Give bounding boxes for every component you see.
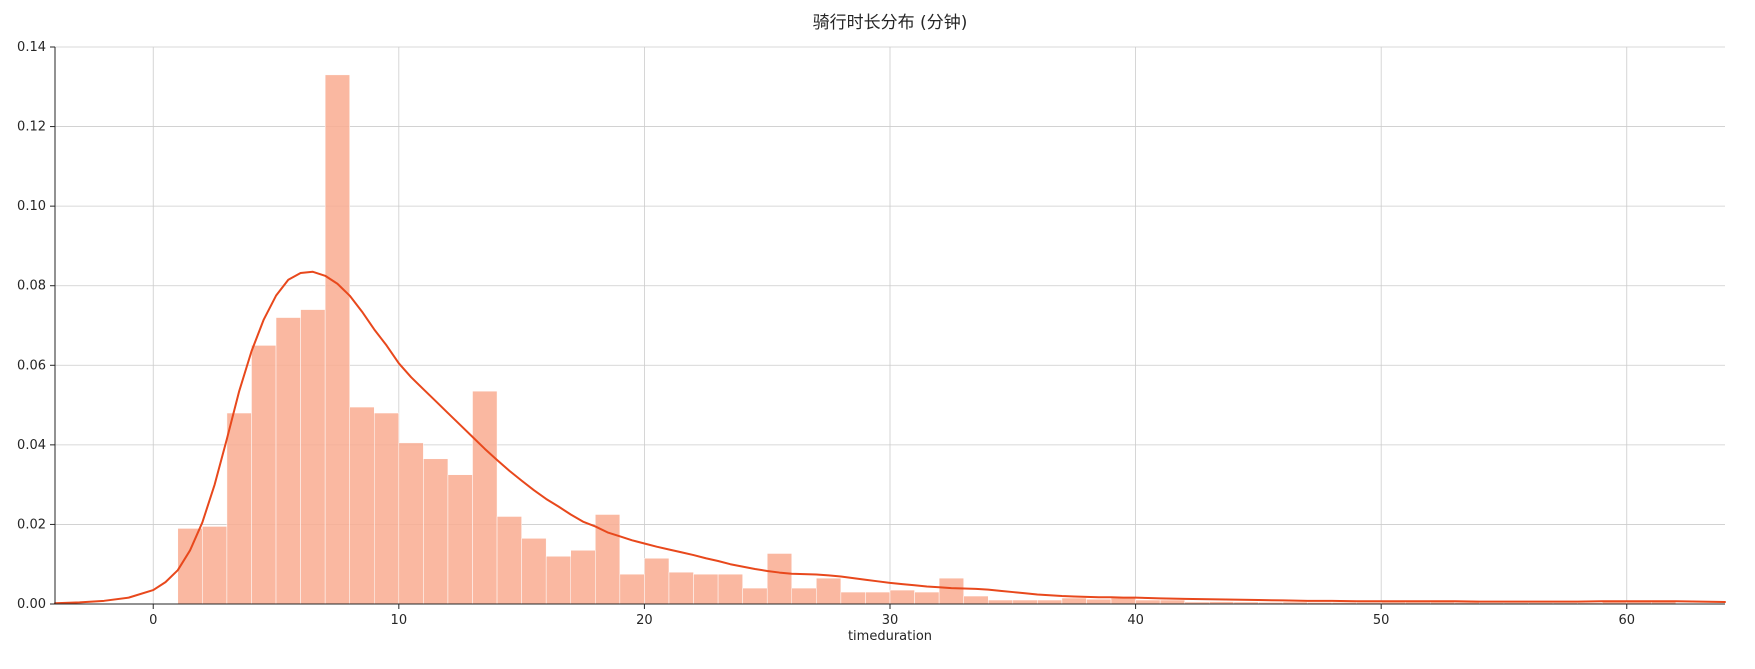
histogram-bar bbox=[1086, 599, 1111, 604]
histogram-bar bbox=[1062, 598, 1087, 604]
histogram-bar bbox=[301, 310, 326, 604]
histogram-bar bbox=[473, 391, 498, 604]
histogram-bar bbox=[202, 526, 227, 604]
histogram-bar bbox=[276, 318, 301, 604]
histogram-bar bbox=[865, 592, 890, 604]
histogram-bar bbox=[251, 345, 276, 604]
histogram-bar bbox=[325, 75, 350, 604]
xtick-label: 50 bbox=[1373, 613, 1390, 628]
x-axis-label: timeduration bbox=[848, 629, 932, 644]
histogram-bar bbox=[915, 592, 940, 604]
ytick-label: 0.06 bbox=[17, 358, 46, 373]
histogram-bar bbox=[988, 600, 1013, 604]
histogram-bar bbox=[792, 588, 817, 604]
histogram-bar bbox=[350, 407, 375, 604]
histogram-bar bbox=[522, 538, 547, 604]
chart-title: 骑行时长分布 (分钟) bbox=[813, 13, 968, 33]
histogram-bar bbox=[399, 443, 424, 604]
histogram-bar bbox=[423, 459, 448, 604]
histogram-bar bbox=[178, 528, 203, 604]
histogram-bar bbox=[890, 590, 915, 604]
ytick-label: 0.14 bbox=[17, 40, 46, 55]
xtick-label: 0 bbox=[149, 613, 157, 628]
ytick-label: 0.02 bbox=[17, 517, 46, 532]
chart-svg: 0 10 20 30 40 50 60 0.00 0.02 0.04 0.06 0.08 0.10 0.1… bbox=[0, 0, 1755, 669]
xtick-label: 20 bbox=[636, 613, 653, 628]
xtick-label: 30 bbox=[882, 613, 899, 628]
histogram-bar bbox=[546, 556, 571, 604]
histogram-bar bbox=[964, 596, 989, 604]
histogram-bar bbox=[743, 588, 768, 604]
histogram-bar bbox=[448, 475, 473, 604]
xtick-label: 10 bbox=[391, 613, 408, 628]
histogram-bar bbox=[841, 592, 866, 604]
histogram-bar bbox=[1037, 600, 1062, 604]
histogram-bar bbox=[694, 574, 719, 604]
histogram-bar bbox=[644, 558, 669, 604]
histogram-bar bbox=[571, 550, 596, 604]
histogram-bar bbox=[669, 572, 694, 604]
xtick-label: 40 bbox=[1127, 613, 1144, 628]
histogram-bar bbox=[1160, 600, 1185, 604]
histogram-bar bbox=[816, 578, 841, 604]
histogram-bar bbox=[227, 413, 252, 604]
histogram-bar bbox=[1136, 600, 1161, 604]
histogram-bar bbox=[497, 516, 522, 604]
histogram-bar bbox=[767, 553, 792, 604]
histogram-bar bbox=[939, 578, 964, 604]
ytick-label: 0.04 bbox=[17, 438, 46, 453]
ytick-label: 0.08 bbox=[17, 279, 46, 294]
histogram-bar bbox=[620, 574, 645, 604]
histogram-bar bbox=[374, 413, 399, 604]
xtick-label: 60 bbox=[1618, 613, 1635, 628]
histogram-bar bbox=[1013, 600, 1038, 604]
ytick-label: 0.10 bbox=[17, 199, 46, 214]
ytick-label: 0.12 bbox=[17, 120, 46, 135]
histogram-bar bbox=[1111, 598, 1136, 604]
ytick-label: 0.00 bbox=[17, 597, 46, 612]
chart-container: 0 10 20 30 40 50 60 0.00 0.02 0.04 0.06 0.08 0.10 0.1… bbox=[0, 0, 1755, 669]
histogram-bar bbox=[718, 574, 743, 604]
